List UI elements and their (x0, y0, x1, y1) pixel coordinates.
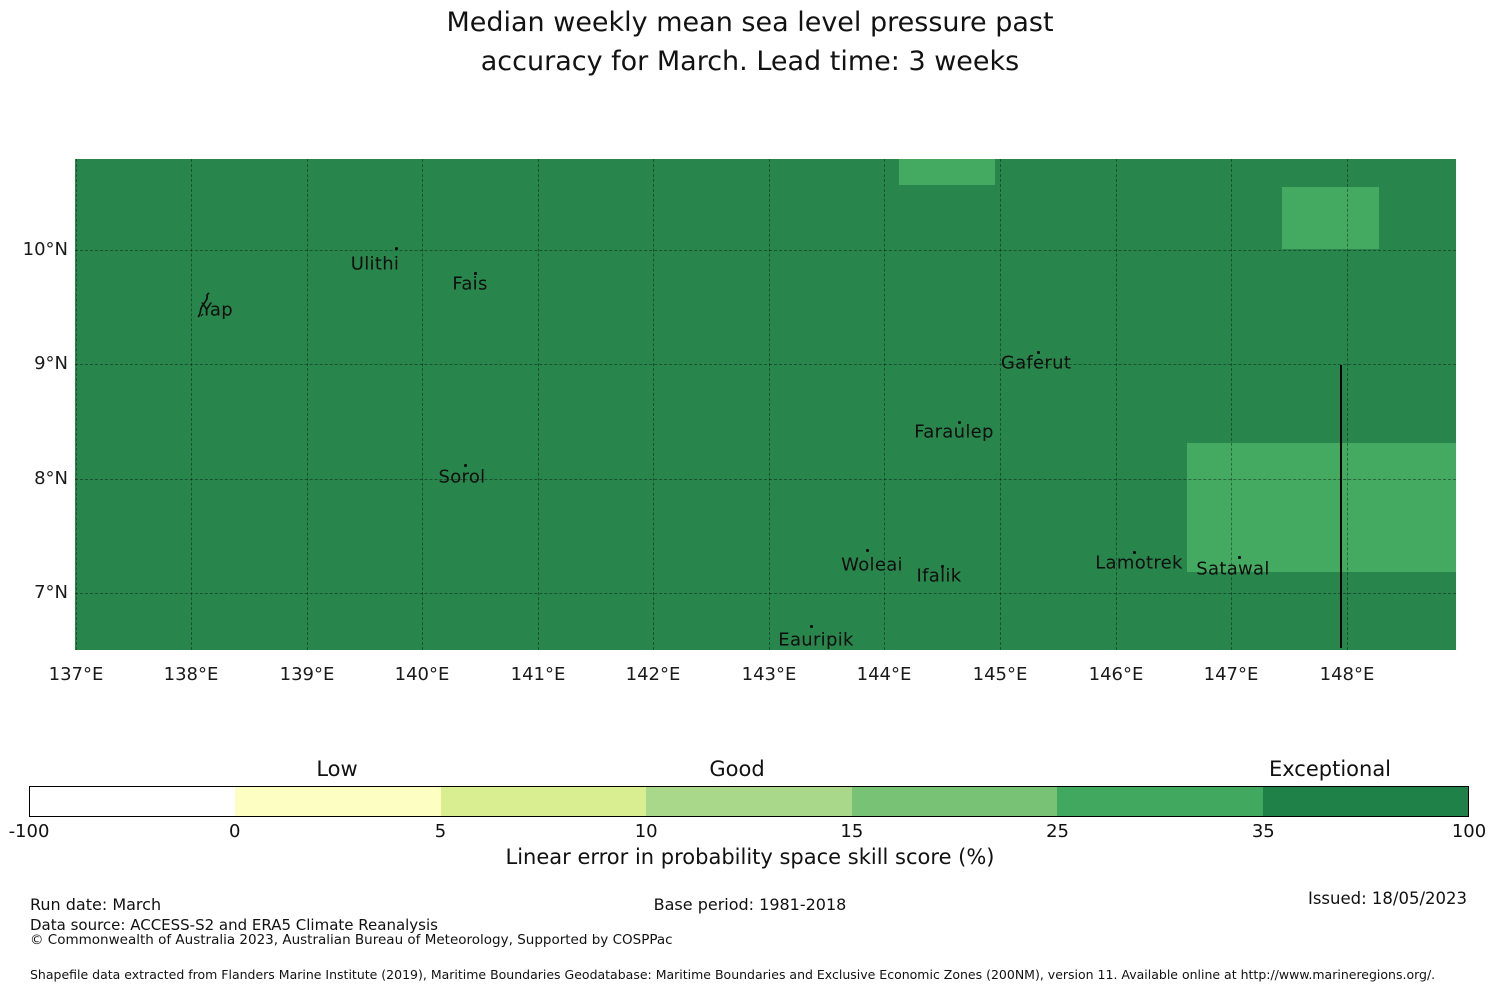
island-marker-dot (474, 272, 477, 275)
colorbar-tick-label: 10 (634, 821, 658, 842)
x-tick-label: 142°E (625, 664, 681, 685)
y-tick-label: 7°N (34, 582, 68, 603)
colorbar-region-label: Good (709, 757, 765, 781)
colorbar-segment (851, 787, 1058, 816)
island-marker-dot (1238, 556, 1241, 559)
island-marker-dot (941, 565, 944, 568)
run-date-text: Run date: March (30, 895, 162, 914)
colorbar-caption: Linear error in probability space skill … (505, 845, 995, 869)
colorbar-segment (30, 787, 236, 816)
x-tick-label: 147°E (1203, 664, 1259, 685)
shapefile-note-text: Shapefile data extracted from Flanders M… (30, 967, 1436, 982)
grid-line-horizontal (75, 479, 1456, 480)
island-label: Gaferut (1000, 352, 1072, 374)
copyright-text: © Commonwealth of Australia 2023, Austra… (30, 932, 673, 948)
skill-score-patch (899, 159, 995, 185)
colorbar-region-label: Exceptional (1268, 757, 1392, 781)
colorbar-segment (440, 787, 647, 816)
x-tick-label: 138°E (163, 664, 219, 685)
island-marker-dot (1037, 351, 1040, 354)
island-label: Woleai (841, 554, 903, 576)
island-label: Lamotrek (1095, 552, 1183, 574)
island-label: Eauripik (778, 629, 854, 651)
island-label: Ulithi (350, 253, 400, 275)
x-tick-label: 144°E (856, 664, 912, 685)
x-tick-label: 148°E (1319, 664, 1375, 685)
island-marker-dot (395, 247, 398, 250)
colorbar-segment (235, 787, 441, 816)
x-tick-label: 137°E (48, 664, 104, 685)
grid-line-vertical (1000, 159, 1001, 650)
grid-line-horizontal (75, 364, 1456, 365)
colorbar-region-label: Low (316, 757, 358, 781)
grid-line-vertical (884, 159, 885, 650)
grid-line-vertical (1347, 159, 1348, 650)
island-label: Yap (201, 299, 233, 321)
island-label: Sorol (438, 466, 486, 488)
base-period-text: Base period: 1981-2018 (653, 895, 847, 914)
y-tick-label: 10°N (22, 239, 68, 260)
colorbar-tick-label: 0 (228, 821, 241, 842)
issued-date-text: Issued: 18/05/2023 (1307, 889, 1467, 908)
x-tick-label: 139°E (279, 664, 335, 685)
colorbar-tick-label: -100 (8, 821, 50, 842)
grid-line-vertical (307, 159, 308, 650)
skill-score-patch (1187, 443, 1456, 572)
colorbar-tick-label: 100 (1451, 821, 1487, 842)
island-marker-dot (866, 549, 869, 552)
colorbar-segment (1057, 787, 1263, 816)
chart-title: Median weekly mean sea level pressure pa… (0, 3, 1500, 81)
colorbar-tick-label: 25 (1046, 821, 1070, 842)
island-marker-dot (1133, 551, 1136, 554)
grid-line-horizontal (75, 250, 1456, 251)
x-tick-label: 146°E (1088, 664, 1144, 685)
colorbar-segment (646, 787, 852, 816)
grid-line-vertical (1231, 159, 1232, 650)
grid-line-vertical (191, 159, 192, 650)
x-tick-label: 141°E (510, 664, 566, 685)
island-marker-dot (810, 625, 813, 628)
skill-score-patch (1282, 187, 1379, 249)
grid-line-vertical (538, 159, 539, 650)
data-source-text: Data source: ACCESS-S2 and ERA5 Climate … (30, 916, 438, 934)
island-label: Satawal (1196, 558, 1270, 580)
colorbar-tick-label: 35 (1251, 821, 1275, 842)
colorbar (29, 786, 1469, 817)
x-tick-label: 145°E (972, 664, 1028, 685)
grid-line-vertical (422, 159, 423, 650)
island-label: Ifalik (916, 565, 962, 587)
chart-title-line2: accuracy for March. Lead time: 3 weeks (480, 46, 1020, 77)
grid-line-horizontal (75, 593, 1456, 594)
grid-line-vertical (769, 159, 770, 650)
x-tick-label: 143°E (741, 664, 797, 685)
island-marker-dot (464, 464, 467, 467)
grid-line-vertical (653, 159, 654, 650)
chart-title-line1: Median weekly mean sea level pressure pa… (446, 7, 1054, 38)
colorbar-segment (1262, 787, 1468, 816)
colorbar-tick-label: 5 (434, 821, 447, 842)
grid-line-vertical (1116, 159, 1117, 650)
yap-island-shape (197, 292, 210, 318)
island-label: Faraulep (914, 421, 994, 443)
y-tick-label: 9°N (34, 353, 68, 374)
y-tick-label: 8°N (34, 468, 68, 489)
x-tick-label: 140°E (394, 664, 450, 685)
island-label: Fais (452, 273, 488, 295)
island-marker-dot (958, 421, 961, 424)
eez-boundary-line (1340, 365, 1342, 648)
grid-line-vertical (76, 159, 77, 650)
colorbar-tick-label: 15 (840, 821, 864, 842)
